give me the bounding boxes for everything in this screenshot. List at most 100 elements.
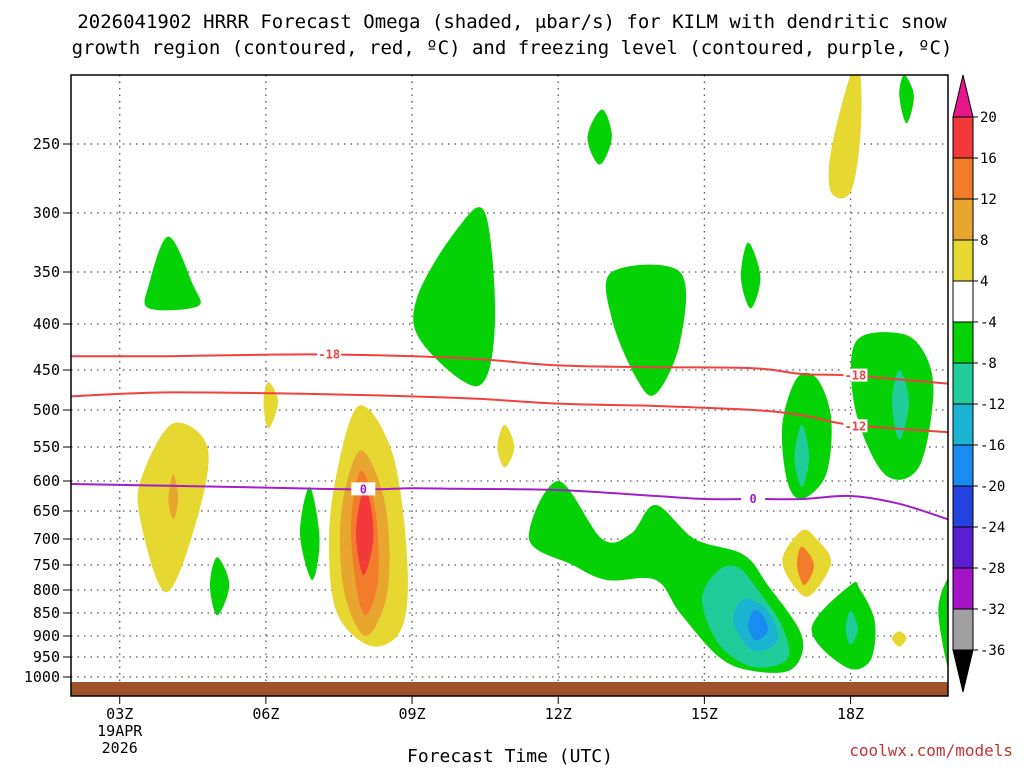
colorbar-top-arrow (952, 74, 974, 118)
yellow-blob (892, 631, 907, 647)
colorbar-bin-12-16 (952, 157, 974, 200)
green-blob (299, 486, 320, 581)
colorbar-bin--8--4 (952, 321, 974, 364)
green-blob (144, 236, 201, 311)
colorbar-bin-4-8 (952, 239, 974, 282)
colorbar-bottom-arrow (952, 649, 974, 693)
source-credit: coolwx.com/models (849, 741, 1013, 760)
colorbar-label-12: 12 (980, 192, 997, 208)
y-tick-label-850: 850 (33, 604, 60, 622)
y-tick-label-350: 350 (33, 263, 60, 281)
y-tick-label-950: 950 (33, 648, 60, 666)
x-tick-label-06Z: 06Z (252, 705, 279, 723)
colorbar-bin--20--16 (952, 444, 974, 487)
freezing-level-line (71, 483, 948, 521)
green-blob (740, 242, 761, 309)
y-tick-label-750: 750 (33, 556, 60, 574)
plot-frame (70, 74, 949, 697)
y-tick-label-700: 700 (33, 530, 60, 548)
colorbar-label-16: 16 (980, 151, 997, 167)
x-tick-label-12Z: 12Z (545, 705, 572, 723)
chart-title: 2026041902 HRRR Forecast Omega (shaded, … (72, 11, 953, 59)
freezing-level-label-bg-0 (351, 482, 376, 496)
colorbar-bin--32--28 (952, 567, 974, 610)
colorbar-label--12: -12 (980, 397, 1005, 413)
freezing-level-label-0: 0 (360, 482, 367, 496)
ground-surface (71, 682, 948, 696)
colorbar-label-20: 20 (980, 110, 997, 126)
colorbar-label--8: -8 (980, 356, 997, 372)
colorbar-label--28: -28 (980, 561, 1005, 577)
y-axis: 250 300 350 400 450 500 550 600 650 700 750 800 850 9… (24, 135, 71, 686)
colorbar-bin--4-4 (952, 280, 974, 323)
y-tick-label-650: 650 (33, 502, 60, 520)
green-blob (811, 582, 876, 670)
colorbar-bin--12--8 (952, 362, 974, 405)
x-date-label-1: 2026 (102, 739, 138, 757)
x-axis-label: Forecast Time (UTC) (407, 746, 613, 767)
teal-blob (845, 610, 858, 645)
plot-area: -18 -18 -12 0 0 (70, 74, 949, 697)
dgz-minus-18-label-bg-0 (317, 347, 342, 361)
y-tick-label-900: 900 (33, 627, 60, 645)
temperature-contours: -18 -18 -12 0 0 (71, 347, 948, 521)
colorbar-bin-16-20 (952, 116, 974, 159)
green-blob (587, 109, 612, 165)
teal-blob (794, 424, 810, 487)
freezing-level-label-1: 0 (749, 492, 756, 506)
green-blob (938, 577, 948, 669)
yellow-blob (828, 75, 862, 199)
x-tick-label-15Z: 15Z (691, 705, 718, 723)
teal-blob (892, 370, 909, 440)
orange-blob (796, 546, 815, 585)
x-date-label-0: 19APR (97, 722, 143, 740)
dgz-minus-18-label-0: -18 (318, 347, 340, 361)
y-tick-label-450: 450 (33, 361, 60, 379)
y-tick-label-250: 250 (33, 135, 60, 153)
dgz-minus-12-label-0: -12 (845, 419, 867, 433)
chart-title-line-1: 2026041902 HRRR Forecast Omega (shaded, … (77, 11, 947, 33)
dgz-minus-12-line (71, 391, 948, 434)
chart-title-line-2: growth region (contoured, red, ºC) and f… (72, 37, 953, 59)
colorbar: 20 16 12 8 4 -4 -8 -12 -16 -20 -24 -28 -32 -36 (952, 74, 1005, 693)
dgz-minus-18-line (71, 353, 948, 385)
colorbar-bin--36--32 (952, 608, 974, 651)
blue-blob (748, 610, 768, 641)
x-tick-label-03Z: 03Z (106, 705, 133, 723)
green-blob (899, 75, 914, 124)
x-tick-label-09Z: 09Z (399, 705, 426, 723)
y-tick-label-500: 500 (33, 401, 60, 419)
colorbar-bin--28--24 (952, 526, 974, 569)
colorbar-bin--16--12 (952, 403, 974, 446)
colorbar-bin-8-12 (952, 198, 974, 241)
y-tick-label-1000: 1000 (24, 668, 60, 686)
y-tick-label-400: 400 (33, 315, 60, 333)
y-tick-label-300: 300 (33, 204, 60, 222)
colorbar-label--32: -32 (980, 602, 1005, 618)
red-blob (356, 488, 374, 576)
colorbar-label--20: -20 (980, 479, 1005, 495)
green-blob (781, 372, 832, 500)
freezing-level-label-bg-1 (741, 492, 766, 505)
dgz-minus-18-label-1: -18 (845, 369, 867, 383)
dgz-minus-12-label-bg-0 (843, 419, 868, 433)
green-blob (413, 207, 496, 387)
green-blob (605, 264, 687, 396)
yellow-blob (497, 424, 515, 468)
colorbar-bin--24--20 (952, 485, 974, 528)
y-tick-label-800: 800 (33, 581, 60, 599)
colorbar-label--24: -24 (980, 520, 1005, 536)
green-blob (209, 557, 230, 616)
x-tick-label-18Z: 18Z (837, 705, 864, 723)
y-tick-label-600: 600 (33, 472, 60, 490)
colorbar-label-4: 4 (980, 274, 988, 290)
dgz-minus-18-label-bg-1 (843, 368, 868, 382)
colorbar-label--36: -36 (980, 643, 1005, 659)
colorbar-label--16: -16 (980, 438, 1005, 454)
colorbar-label--4: -4 (980, 315, 997, 331)
omega-shading (137, 75, 948, 673)
plot-content: -18 -18 -12 0 0 (71, 75, 948, 696)
colorbar-label-8: 8 (980, 233, 988, 249)
